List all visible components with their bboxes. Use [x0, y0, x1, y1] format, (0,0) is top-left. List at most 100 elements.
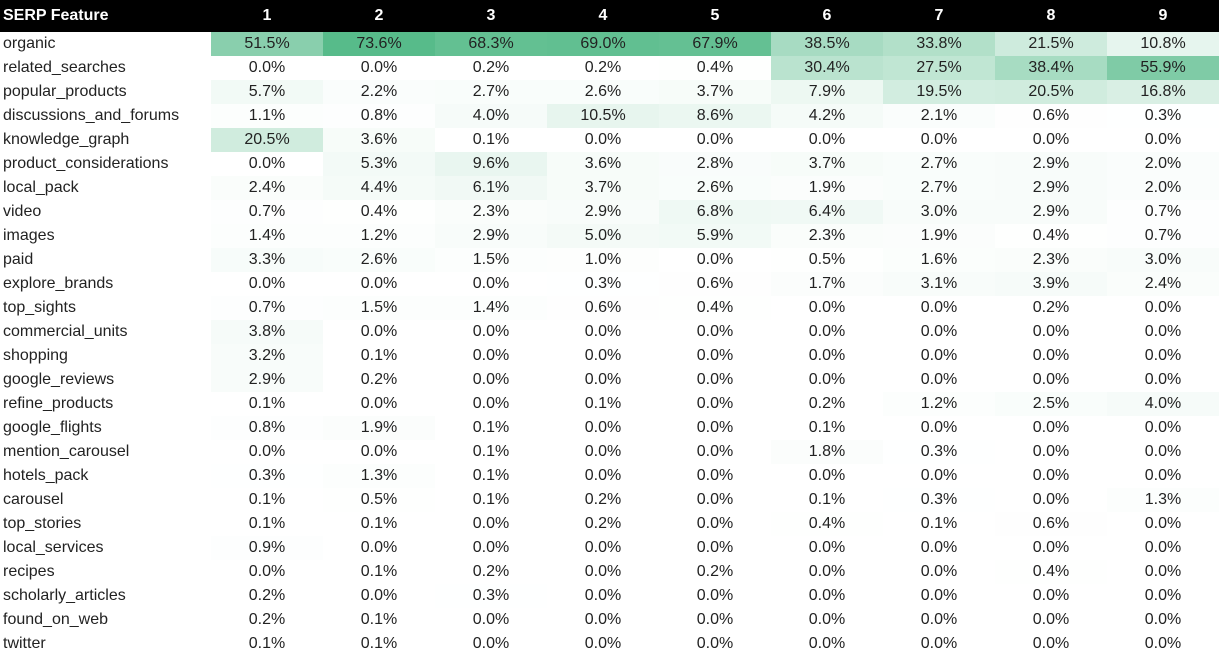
- table-row: popular_products 5.7% 2.2% 2.7% 2.6% 3.7% 7.9%…: [0, 80, 1219, 104]
- heatmap-cell: 0.0%: [1107, 608, 1219, 632]
- heatmap-cell: 0.4%: [995, 224, 1107, 248]
- heatmap-cell: 0.0%: [883, 464, 995, 488]
- heatmap-cell: 0.6%: [995, 104, 1107, 128]
- heatmap-cell: 0.2%: [323, 368, 435, 392]
- row-label: related_searches: [3, 59, 126, 76]
- table-row: top_sights 0.7% 1.5% 1.4% 0.6% 0.4% 0.0% 0.0% 0.…: [0, 296, 1219, 320]
- heatmap-cell: 0.0%: [771, 632, 883, 656]
- heatmap-cell: 5.9%: [659, 224, 771, 248]
- heatmap-cell: 0.0%: [211, 272, 323, 296]
- column-header: 4: [547, 0, 659, 32]
- heatmap-cell: 0.2%: [547, 512, 659, 536]
- heatmap-cell: 0.0%: [1107, 368, 1219, 392]
- heatmap-cell: 0.0%: [883, 584, 995, 608]
- row-label: top_stories: [3, 515, 82, 532]
- heatmap-cell: 0.0%: [1107, 344, 1219, 368]
- table-row: hotels_pack 0.3% 1.3% 0.1% 0.0% 0.0% 0.0% 0.0% 0…: [0, 464, 1219, 488]
- heatmap-cell: 0.0%: [435, 392, 547, 416]
- heatmap-cell: 0.0%: [995, 488, 1107, 512]
- heatmap-cell: 19.5%: [883, 80, 995, 104]
- heatmap-cell: 1.4%: [211, 224, 323, 248]
- heatmap-cell: 73.6%: [323, 32, 435, 56]
- heatmap-cell: 0.0%: [659, 128, 771, 152]
- heatmap-cell: 0.0%: [1107, 584, 1219, 608]
- heatmap-cell: 0.0%: [659, 320, 771, 344]
- heatmap-cell: 0.0%: [435, 344, 547, 368]
- table-row: product_considerations 0.0% 5.3% 9.6% 3.6% 2.…: [0, 152, 1219, 176]
- heatmap-cell: 0.2%: [547, 56, 659, 80]
- heatmap-cell: 4.4%: [323, 176, 435, 200]
- heatmap-cell: 0.0%: [883, 608, 995, 632]
- column-header: 8: [995, 0, 1107, 32]
- heatmap-cell: 0.0%: [435, 632, 547, 656]
- heatmap-cell: 0.0%: [771, 296, 883, 320]
- heatmap-cell: 0.0%: [995, 320, 1107, 344]
- heatmap-cell: 0.0%: [435, 272, 547, 296]
- row-label: mention_carousel: [3, 443, 130, 460]
- heatmap-cell: 0.1%: [323, 632, 435, 656]
- heatmap-cell: 0.7%: [1107, 224, 1219, 248]
- heatmap-cell: 0.2%: [435, 56, 547, 80]
- row-label: paid: [3, 251, 34, 268]
- heatmap-cell: 0.6%: [659, 272, 771, 296]
- heatmap-cell: 38.4%: [995, 56, 1107, 80]
- heatmap-cell: 5.7%: [211, 80, 323, 104]
- heatmap-cell: 10.8%: [1107, 32, 1219, 56]
- heatmap-cell: 0.2%: [435, 560, 547, 584]
- column-header: 3: [435, 0, 547, 32]
- heatmap-cell: 6.8%: [659, 200, 771, 224]
- heatmap-cell: 0.0%: [771, 344, 883, 368]
- heatmap-cell: 5.3%: [323, 152, 435, 176]
- heatmap-cell: 1.8%: [771, 440, 883, 464]
- row-label: commercial_units: [3, 323, 128, 340]
- heatmap-cell: 0.1%: [211, 488, 323, 512]
- heatmap-cell: 3.0%: [1107, 248, 1219, 272]
- heatmap-cell: 9.6%: [435, 152, 547, 176]
- heatmap-cell: 0.4%: [659, 296, 771, 320]
- heatmap-cell: 0.0%: [547, 440, 659, 464]
- heatmap-cell: 3.7%: [547, 176, 659, 200]
- heatmap-cell: 0.0%: [995, 368, 1107, 392]
- heatmap-cell: 0.6%: [547, 296, 659, 320]
- heatmap-cell: 0.6%: [995, 512, 1107, 536]
- heatmap-cell: 0.0%: [1107, 536, 1219, 560]
- heatmap-cell: 0.0%: [995, 464, 1107, 488]
- heatmap-cell: 1.7%: [771, 272, 883, 296]
- heatmap-cell: 0.4%: [659, 56, 771, 80]
- heatmap-cell: 2.9%: [547, 200, 659, 224]
- heatmap-cell: 1.9%: [883, 224, 995, 248]
- heatmap-cell: 2.1%: [883, 104, 995, 128]
- row-label: twitter: [3, 635, 46, 652]
- table-row: found_on_web 0.2% 0.1% 0.0% 0.0% 0.0% 0.0% 0.0%…: [0, 608, 1219, 632]
- heatmap-cell: 0.9%: [211, 536, 323, 560]
- heatmap-cell: 20.5%: [995, 80, 1107, 104]
- table-row: video 0.7% 0.4% 2.3% 2.9% 6.8% 6.4% 3.0% 2.9% 0.7…: [0, 200, 1219, 224]
- heatmap-cell: 8.6%: [659, 104, 771, 128]
- heatmap-cell: 1.5%: [323, 296, 435, 320]
- heatmap-cell: 5.0%: [547, 224, 659, 248]
- heatmap-cell: 0.0%: [323, 440, 435, 464]
- row-label: refine_products: [3, 395, 114, 412]
- column-header: 7: [883, 0, 995, 32]
- heatmap-cell: 0.0%: [211, 152, 323, 176]
- heatmap-cell: 27.5%: [883, 56, 995, 80]
- table-row: local_services 0.9% 0.0% 0.0% 0.0% 0.0% 0.0% 0.…: [0, 536, 1219, 560]
- heatmap-cell: 0.0%: [995, 608, 1107, 632]
- heatmap-cell: 0.0%: [883, 560, 995, 584]
- table-row: knowledge_graph 20.5% 3.6% 0.1% 0.0% 0.0% 0.0%…: [0, 128, 1219, 152]
- heatmap-cell: 10.5%: [547, 104, 659, 128]
- heatmap-cell: 0.0%: [323, 272, 435, 296]
- heatmap-cell: 0.1%: [771, 416, 883, 440]
- heatmap-cell: 0.1%: [323, 560, 435, 584]
- table-row: scholarly_articles 0.2% 0.0% 0.3% 0.0% 0.0% 0.…: [0, 584, 1219, 608]
- heatmap-cell: 0.1%: [435, 416, 547, 440]
- row-label: local_services: [3, 539, 104, 556]
- heatmap-cell: 0.7%: [1107, 200, 1219, 224]
- heatmap-cell: 6.1%: [435, 176, 547, 200]
- heatmap-cell: 0.0%: [1107, 464, 1219, 488]
- heatmap-cell: 0.1%: [211, 632, 323, 656]
- row-label: shopping: [3, 347, 68, 364]
- heatmap-cell: 0.0%: [995, 632, 1107, 656]
- column-header: 6: [771, 0, 883, 32]
